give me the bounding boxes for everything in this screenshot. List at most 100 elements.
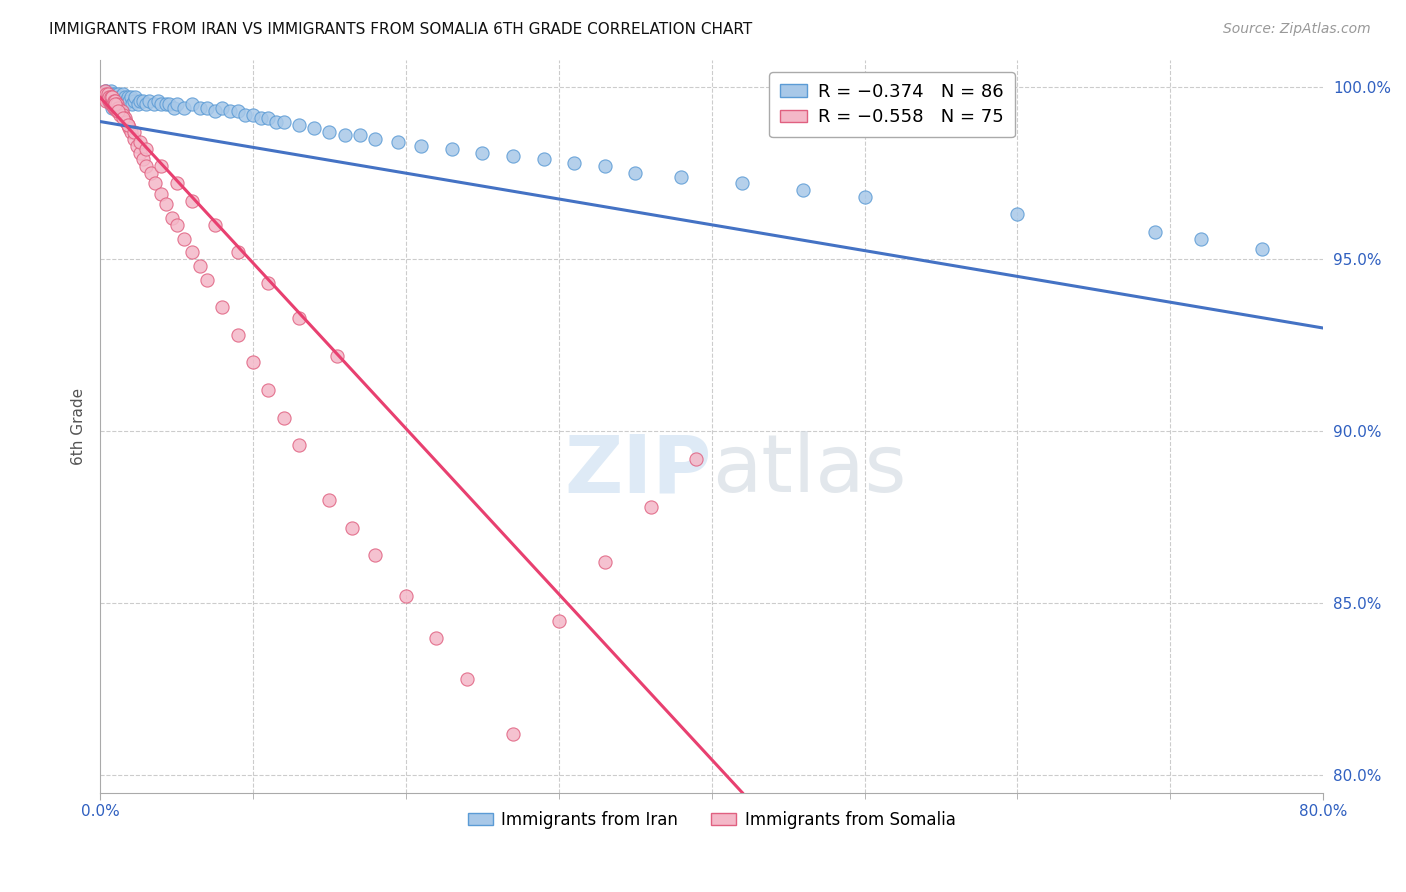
Point: [180, 245, 202, 260]
Point: [101, 97, 124, 112]
Point: [114, 90, 136, 104]
Point: [117, 90, 139, 104]
Point: [110, 104, 132, 119]
Point: [112, 94, 135, 108]
Point: [318, 125, 340, 139]
Point: [1144, 225, 1167, 239]
Point: [112, 87, 135, 101]
Point: [107, 101, 129, 115]
Point: [118, 121, 141, 136]
Point: [188, 259, 211, 273]
Point: [162, 101, 184, 115]
Point: [98, 94, 121, 108]
Point: [120, 125, 142, 139]
Point: [135, 97, 157, 112]
Point: [160, 211, 183, 225]
Point: [440, 142, 463, 156]
Point: [150, 186, 173, 201]
Point: [195, 273, 218, 287]
Point: [195, 101, 218, 115]
Point: [180, 194, 202, 208]
Point: [211, 301, 233, 315]
Point: [204, 218, 226, 232]
Point: [114, 111, 136, 125]
Point: [624, 166, 647, 180]
Point: [502, 149, 524, 163]
Point: [104, 94, 127, 108]
Point: [364, 132, 387, 146]
Point: [148, 94, 170, 108]
Point: [235, 108, 257, 122]
Point: [105, 90, 128, 104]
Point: [122, 94, 145, 108]
Point: [640, 500, 662, 514]
Point: [104, 94, 127, 108]
Point: [100, 84, 122, 98]
Point: [115, 114, 138, 128]
Point: [121, 97, 143, 112]
Point: [157, 97, 180, 112]
Point: [669, 169, 692, 184]
Point: [132, 153, 155, 167]
Point: [117, 118, 139, 132]
Point: [93, 84, 115, 98]
Point: [155, 197, 177, 211]
Point: [104, 97, 127, 112]
Point: [273, 114, 295, 128]
Point: [120, 90, 142, 104]
Point: [96, 87, 118, 101]
Point: [110, 94, 132, 108]
Point: [142, 97, 165, 112]
Point: [127, 97, 149, 112]
Point: [103, 97, 125, 112]
Point: [150, 159, 173, 173]
Point: [1251, 242, 1274, 256]
Point: [107, 94, 129, 108]
Point: [547, 614, 569, 628]
Point: [125, 138, 148, 153]
Point: [1007, 207, 1029, 221]
Point: [166, 177, 188, 191]
Point: [288, 118, 311, 132]
Point: [98, 87, 121, 101]
Point: [204, 104, 226, 119]
Point: [456, 672, 478, 686]
Point: [98, 90, 121, 104]
Point: [288, 438, 311, 452]
Point: [257, 111, 280, 125]
Point: [792, 183, 814, 197]
Point: [128, 94, 150, 108]
Point: [226, 104, 249, 119]
Point: [128, 135, 150, 149]
Point: [117, 118, 139, 132]
Point: [122, 125, 145, 139]
Point: [132, 94, 155, 108]
Text: Source: ZipAtlas.com: Source: ZipAtlas.com: [1223, 22, 1371, 37]
Point: [471, 145, 494, 160]
Point: [103, 90, 125, 104]
Point: [97, 90, 120, 104]
Point: [242, 355, 264, 369]
Point: [180, 97, 202, 112]
Point: [107, 104, 129, 119]
Point: [173, 101, 195, 115]
Point: [387, 135, 409, 149]
Point: [425, 631, 447, 645]
Point: [257, 383, 280, 397]
Point: [326, 349, 349, 363]
Point: [103, 94, 125, 108]
Point: [96, 94, 118, 108]
Point: [105, 104, 128, 119]
Point: [100, 97, 122, 112]
Point: [97, 94, 120, 108]
Point: [155, 97, 177, 112]
Point: [135, 142, 157, 156]
Point: [139, 166, 162, 180]
Point: [122, 132, 145, 146]
Point: [128, 145, 150, 160]
Point: [288, 310, 311, 325]
Point: [411, 138, 433, 153]
Point: [143, 177, 166, 191]
Point: [242, 108, 264, 122]
Point: [364, 548, 387, 562]
